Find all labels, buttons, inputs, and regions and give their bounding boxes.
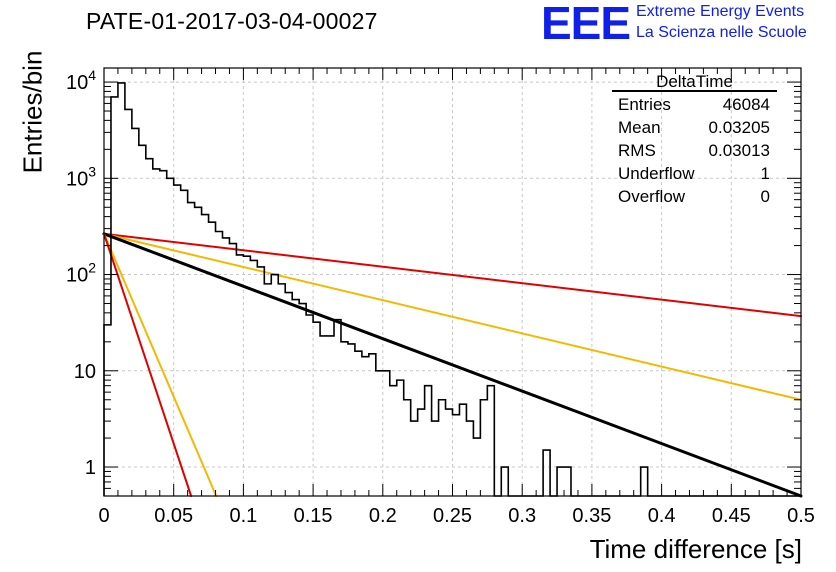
fit-line: [103, 232, 218, 497]
fit-lines: [102, 232, 803, 498]
y-tick-label: 1: [85, 457, 96, 479]
x-tick-label: 0.4: [648, 505, 676, 527]
fit-line: [103, 232, 802, 401]
x-tick-label: 0.35: [572, 505, 611, 527]
logo-subtitle-line2: La Scienza nelle Scuole: [636, 24, 807, 41]
tick-labels: 0 0.05 0.1 0.15 0.2 0.25 0.3 0.35 0.4 0.45 0.51101…: [66, 67, 815, 527]
stats-row-value: 0.03205: [709, 118, 770, 137]
x-tick-label: 0.2: [369, 505, 397, 527]
x-tick-label: 0: [98, 505, 109, 527]
stats-row-label: RMS: [618, 141, 656, 160]
x-tick-label: 0.25: [433, 505, 472, 527]
x-tick-label: 0.3: [508, 505, 536, 527]
x-axis-label: Time difference [s]: [589, 534, 802, 564]
x-tick-label: 0.15: [294, 505, 333, 527]
logo-subtitle-line1: Extreme Energy Events: [636, 3, 805, 20]
x-tick-label: 0.5: [787, 505, 815, 527]
y-tick-label: 103: [66, 163, 96, 190]
stats-row-label: Underflow: [618, 164, 695, 183]
plot-frame: [103, 67, 802, 497]
plot-frame-rect: [103, 67, 802, 497]
x-tick-label: 0.45: [712, 505, 751, 527]
stats-row-value: 46084: [723, 95, 770, 114]
stats-box: DeltaTime Entries 46084 Mean 0.03205 RMS 0.030…: [612, 72, 777, 206]
axis-ticks: [103, 68, 802, 497]
stats-row-value: 1: [761, 164, 770, 183]
fit-line: [103, 232, 193, 497]
stats-row-label: Overflow: [618, 187, 686, 206]
fit-line: [103, 232, 802, 318]
x-tick-label: 0.05: [154, 505, 193, 527]
chart-title: PATE-01-2017-03-04-00027: [86, 8, 378, 34]
eee-logo: EEE: [541, 0, 631, 49]
y-tick-label: 104: [66, 67, 96, 94]
stats-box-name: DeltaTime: [656, 72, 733, 91]
grid-lines: [104, 68, 801, 496]
y-tick-label: 102: [66, 260, 96, 287]
x-tick-label: 0.1: [229, 505, 257, 527]
stats-row-label: Entries: [618, 95, 671, 114]
stats-row-value: 0: [761, 187, 770, 206]
stats-row-label: Mean: [618, 118, 661, 137]
y-tick-label: 10: [74, 361, 96, 383]
stats-row-value: 0.03013: [709, 141, 770, 160]
fit-line: [102, 232, 803, 498]
